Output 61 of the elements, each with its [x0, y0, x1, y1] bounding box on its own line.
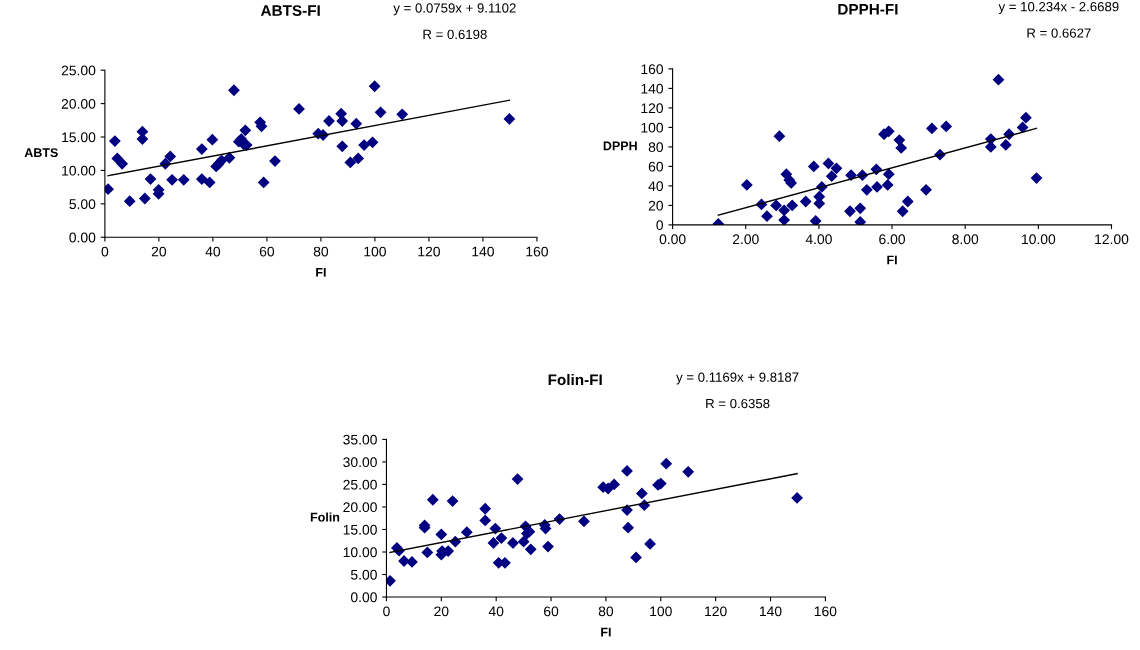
- x-tick-label: 60: [544, 606, 559, 617]
- y-tick-label: 100: [641, 122, 664, 133]
- y-tick-label: 5.00: [350, 569, 377, 580]
- y-tick-label: 40: [648, 181, 664, 192]
- x-tick-label: 4.00: [805, 234, 832, 245]
- y-tick-label: 80: [648, 142, 664, 153]
- x-tick-label: 8.00: [952, 234, 979, 245]
- x-tick-label: 120: [705, 606, 727, 617]
- y-tick-label: 0.00: [350, 592, 377, 603]
- y-tick-label: 15.00: [62, 132, 96, 143]
- chart-title: DPPH-FI: [838, 4, 898, 15]
- text: y = 0.1169x + 9.8187: [676, 372, 799, 385]
- x-tick-label: 160: [814, 606, 837, 617]
- x-tick-label: 0: [383, 606, 390, 617]
- chart-title: Folin-FI: [548, 373, 602, 386]
- x-tick-label: 140: [759, 606, 782, 617]
- x-axis-title: FI: [601, 627, 611, 637]
- y-tick-label: 0: [656, 220, 664, 231]
- y-tick-label: 5.00: [69, 199, 96, 210]
- x-tick-label: 160: [526, 246, 548, 257]
- x-tick-label: 20: [151, 246, 167, 257]
- y-tick-label: 25.00: [343, 479, 377, 490]
- text: R = 0.6358: [706, 398, 770, 409]
- x-tick-label: 60: [259, 246, 275, 257]
- text: R = 0.6627: [1027, 28, 1091, 38]
- y-tick-label: 10.00: [343, 547, 377, 558]
- x-axis-title: FI: [316, 268, 326, 277]
- x-tick-label: 20: [434, 606, 449, 617]
- x-tick-label: 40: [488, 606, 504, 617]
- y-tick-label: 120: [641, 103, 664, 114]
- y-tick-label: 20.00: [343, 502, 377, 513]
- x-tick-label: 6.00: [879, 234, 906, 245]
- x-tick-label: 80: [598, 606, 614, 617]
- y-tick-label: 60: [648, 161, 664, 172]
- y-tick-label: 140: [641, 83, 664, 94]
- x-tick-label: 120: [418, 246, 440, 257]
- x-tick-label: 10.00: [1022, 234, 1056, 245]
- y-tick-label: 160: [641, 64, 664, 75]
- y-tick-label: 20.00: [61, 98, 96, 109]
- text: y = 0.0759x + 9.1102: [393, 3, 516, 16]
- text: R = 0.6198: [423, 29, 487, 40]
- x-tick-label: 0.00: [659, 234, 686, 245]
- x-axis-title: FI: [887, 255, 897, 265]
- chart-title: ABTS-FI: [260, 5, 320, 16]
- x-tick-label: 12.00: [1095, 234, 1129, 245]
- y-tick-label: 15.00: [343, 524, 377, 535]
- y-axis-title: Folin: [310, 512, 340, 522]
- x-tick-label: 0: [101, 246, 109, 257]
- y-tick-label: 30.00: [343, 457, 377, 468]
- x-tick-label: 40: [205, 246, 221, 257]
- y-axis-title: DPPH: [603, 141, 637, 151]
- y-tick-label: 20: [648, 200, 664, 211]
- x-tick-label: 2.00: [732, 234, 759, 245]
- x-tick-label: 80: [313, 246, 329, 257]
- text: y = 10.234x - 2.6689: [998, 1, 1119, 14]
- y-tick-label: 25.00: [61, 65, 96, 76]
- y-axis-title: ABTS: [24, 148, 58, 158]
- x-tick-label: 100: [364, 246, 386, 257]
- y-tick-label: 35.00: [343, 434, 377, 445]
- y-tick-label: 10.00: [62, 165, 96, 176]
- x-tick-label: 140: [472, 246, 494, 257]
